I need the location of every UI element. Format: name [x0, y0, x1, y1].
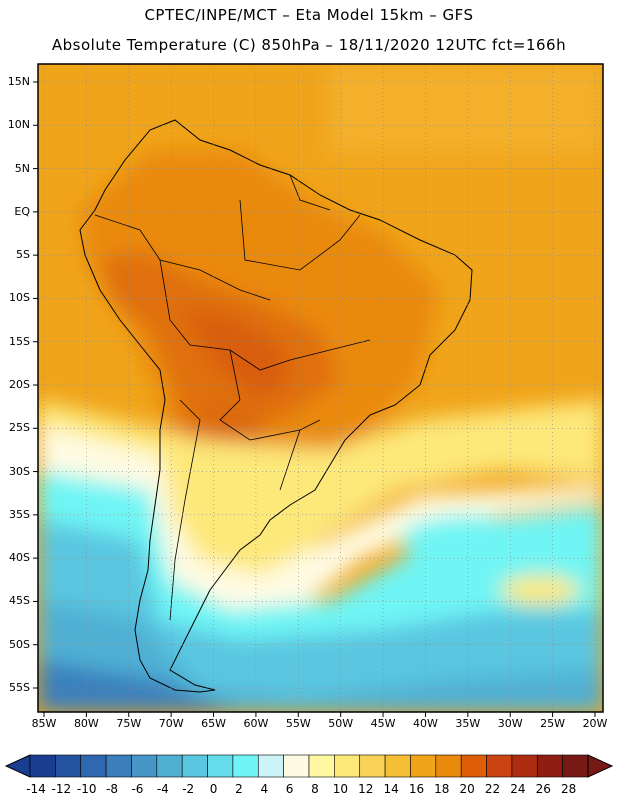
lon-label: 35W: [455, 717, 481, 730]
colorbar-swatch: [536, 754, 563, 778]
colorbar-swatch: [359, 754, 386, 778]
map-frame: [37, 63, 604, 713]
lon-label: 45W: [370, 717, 396, 730]
colorbar-label: -2: [182, 782, 195, 796]
colorbar-label: -8: [106, 782, 119, 796]
colorbar-swatch: [207, 754, 234, 778]
map-title-model: CPTEC/INPE/MCT – Eta Model 15km – GFS: [144, 6, 474, 24]
colorbar-swatch: [29, 754, 56, 778]
colorbar-label: -12: [51, 782, 72, 796]
lon-label: 60W: [243, 717, 269, 730]
lat-label: 5N: [14, 161, 30, 175]
colorbar-label: 28: [560, 782, 577, 796]
colorbar-swatch: [410, 754, 437, 778]
colorbar-label: 24: [510, 782, 526, 796]
colorbar-label: 10: [332, 782, 348, 796]
temperature-field: [38, 64, 603, 712]
colorbar-swatch: [80, 754, 107, 778]
lat-label: 5S: [16, 248, 30, 262]
lat-label: 55S: [9, 681, 30, 694]
lon-label: 20W: [582, 717, 608, 730]
lon-label: 65W: [201, 717, 226, 730]
lat-label: EQ: [14, 204, 30, 218]
lon-label: 25W: [540, 717, 566, 730]
colorbar-swatch: [334, 754, 361, 778]
country-borders: [94, 174, 371, 621]
colorbar-swatch: [435, 754, 462, 778]
colorbar-swatch: [283, 754, 310, 778]
lat-label: 30S: [9, 464, 30, 478]
colorbar-label: 20: [459, 782, 475, 796]
graticule: [38, 64, 603, 712]
colorbar-label: 6: [285, 782, 294, 796]
colorbar-swatch: [257, 754, 284, 778]
lat-label: 45S: [9, 594, 30, 608]
colorbar-swatch: [308, 754, 335, 778]
lat-label: 15N: [7, 75, 30, 88]
colorbar-label: -4: [156, 782, 169, 796]
lon-label: 50W: [328, 717, 354, 730]
colorbar: [4, 754, 614, 778]
colorbar-label: 26: [535, 782, 551, 796]
colorbar-swatch: [486, 754, 513, 778]
lat-label: 25S: [9, 421, 30, 435]
colorbar-label: 8: [311, 782, 319, 796]
colorbar-label: -10: [76, 782, 97, 796]
lat-label: 50S: [9, 637, 30, 651]
colorbar-swatch: [511, 754, 538, 778]
colorbar-label: 12: [358, 782, 374, 796]
colorbar-label: -6: [131, 782, 144, 796]
colorbar-swatch: [156, 754, 183, 778]
colorbar-label: 14: [383, 782, 399, 796]
colorbar-swatch: [562, 754, 589, 778]
colorbar-swatch: [181, 754, 208, 778]
colorbar-label: 18: [434, 782, 450, 796]
lat-label: 40S: [9, 551, 30, 565]
colorbar-label: 4: [260, 782, 269, 796]
colorbar-swatch: [55, 754, 82, 778]
lon-label: 80W: [73, 717, 99, 730]
colorbar-swatch: [232, 754, 259, 778]
lat-label: 15S: [9, 334, 30, 348]
colorbar-max-arrow: [587, 754, 614, 778]
lon-label: 70W: [158, 717, 184, 730]
colorbar-label: 16: [408, 782, 425, 796]
lat-label: 20S: [9, 378, 30, 391]
colorbar-swatch: [105, 754, 132, 778]
map-title-variable: Absolute Temperature (C) 850hPa – 18/11/…: [51, 36, 567, 54]
lon-label: 55W: [285, 717, 311, 730]
colorbar-swatch: [384, 754, 411, 778]
colorbar-min-arrow: [4, 754, 31, 778]
lon-label: 85W: [31, 717, 57, 730]
colorbar-label: 2: [235, 782, 243, 796]
colorbar-label: 22: [484, 782, 501, 796]
colorbar-label: -14: [26, 782, 46, 796]
colorbar-swatch: [131, 754, 158, 778]
lat-label: 35S: [9, 507, 30, 521]
lon-label: 75W: [116, 717, 142, 730]
lat-label: 10N: [7, 118, 30, 132]
colorbar-swatch: [460, 754, 487, 778]
lat-label: 10S: [9, 291, 30, 305]
south-america-outline: [79, 119, 473, 693]
colorbar-label: 0: [209, 782, 218, 796]
lon-label: 40W: [413, 717, 438, 730]
lon-label: 30W: [497, 717, 523, 730]
